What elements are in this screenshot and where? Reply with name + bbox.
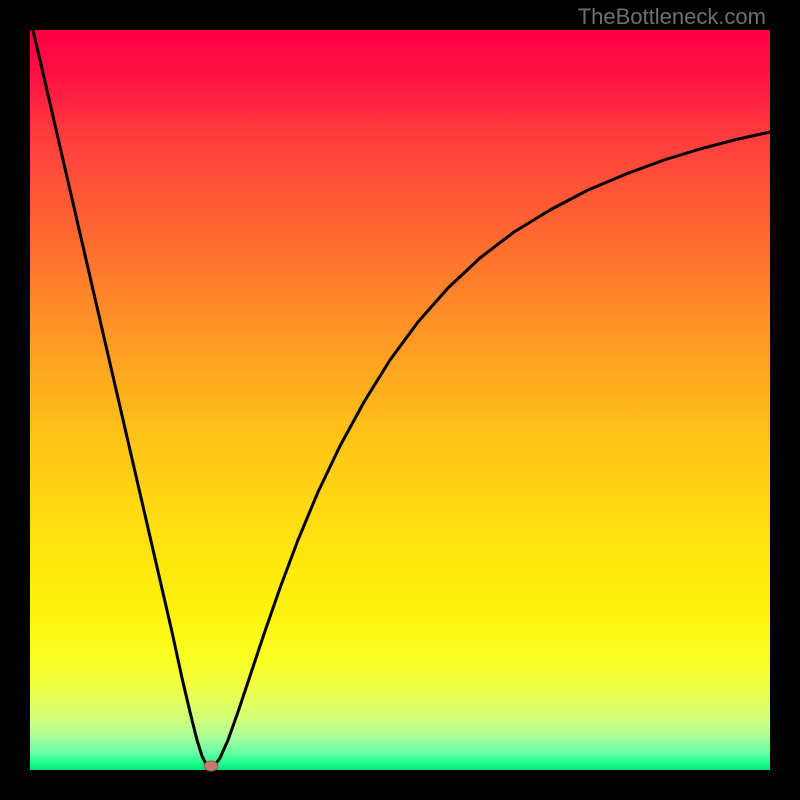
minimum-marker xyxy=(204,761,218,771)
bottleneck-curve xyxy=(30,18,770,768)
watermark-text: TheBottleneck.com xyxy=(578,4,766,30)
chart-curve-layer xyxy=(0,0,800,800)
